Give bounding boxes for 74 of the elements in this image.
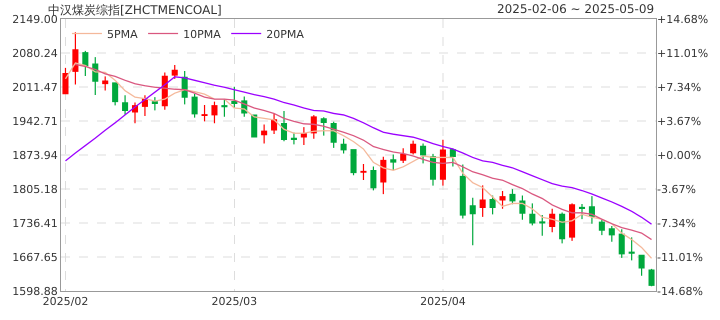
candlestick xyxy=(470,197,476,246)
line-series xyxy=(64,76,652,225)
y-tick-label: 1873.94 xyxy=(12,148,58,162)
candlestick xyxy=(559,212,566,244)
candlestick xyxy=(112,82,118,106)
x-tick-label: 2025/03 xyxy=(211,295,258,308)
y2-tick-label: +7.34% xyxy=(657,80,702,94)
y-tick-label: 2149.00 xyxy=(12,12,58,26)
candlestick xyxy=(628,236,635,261)
candlestick xyxy=(300,126,307,146)
candlestick xyxy=(231,86,238,110)
chart-subtitle: 2025-02-06 ~ 2025-05-09 xyxy=(497,2,654,16)
y2-tick-label: +14.68% xyxy=(657,12,708,26)
y-tick-label: 2080.24 xyxy=(12,46,58,60)
candlestick xyxy=(172,64,178,80)
y2-tick-label: -11.01% xyxy=(657,250,703,264)
candlestick xyxy=(261,124,268,144)
candlestick xyxy=(400,148,406,164)
candlestick xyxy=(500,190,506,210)
y-tick-label: 1598.88 xyxy=(12,284,58,298)
y2-tick-label: +11.01% xyxy=(657,46,708,60)
candlestick xyxy=(480,184,486,218)
y-tick-label: 1805.18 xyxy=(12,182,58,196)
candlestick xyxy=(539,214,546,236)
x-tick-label: 2025/04 xyxy=(420,295,466,308)
candlestick xyxy=(618,228,625,258)
candlestick xyxy=(490,194,496,215)
y2-tick-label: -3.67% xyxy=(657,182,696,196)
candlestick xyxy=(62,67,68,94)
y-tick-label: 1736.41 xyxy=(12,216,58,230)
legend-label: 10PMA xyxy=(183,28,222,41)
candlestick xyxy=(598,219,605,236)
candlestick xyxy=(390,154,396,170)
candlestick xyxy=(638,254,645,276)
y2-tick-label: -14.68% xyxy=(657,284,703,298)
candlestick xyxy=(370,166,376,192)
candlestick xyxy=(608,225,615,242)
candlestick xyxy=(122,94,128,116)
legend-label: 5PMA xyxy=(106,28,138,41)
candlestick xyxy=(290,132,297,145)
y-tick-label: 1667.65 xyxy=(12,250,58,264)
candlestick xyxy=(440,139,446,186)
candlestick xyxy=(569,202,576,242)
candlestick xyxy=(578,203,586,220)
y2-tick-label: +0.00% xyxy=(657,148,702,162)
candlestick xyxy=(320,116,327,136)
candlestick xyxy=(380,156,386,195)
candlestick xyxy=(211,100,218,124)
candlestick xyxy=(340,138,347,154)
y2-tick-label: -7.34% xyxy=(657,216,696,230)
y-tick-label: 2011.47 xyxy=(12,80,58,94)
candlestick xyxy=(72,32,78,86)
candlestick xyxy=(192,93,198,118)
candlestick xyxy=(420,142,426,164)
candlestick xyxy=(549,208,556,233)
candlestick xyxy=(460,164,466,220)
candlestick xyxy=(82,50,88,77)
candlestick xyxy=(280,110,288,142)
candlestick xyxy=(221,98,228,118)
x-tick-label: 2025/02 xyxy=(42,295,88,308)
candlestick xyxy=(519,194,526,220)
candlestick xyxy=(152,96,158,111)
candlestick xyxy=(202,104,208,122)
candlestick xyxy=(251,114,258,138)
candlestick xyxy=(360,163,366,181)
candlestick xyxy=(509,188,516,205)
candlestick xyxy=(102,76,108,92)
legend-label: 20PMA xyxy=(266,28,304,41)
candlestick xyxy=(410,140,416,156)
candlestick xyxy=(350,148,357,176)
candlestick xyxy=(648,268,655,287)
candlestick xyxy=(529,202,536,226)
y2-tick-label: +3.67% xyxy=(657,114,702,128)
y-tick-label: 1942.71 xyxy=(12,114,58,128)
